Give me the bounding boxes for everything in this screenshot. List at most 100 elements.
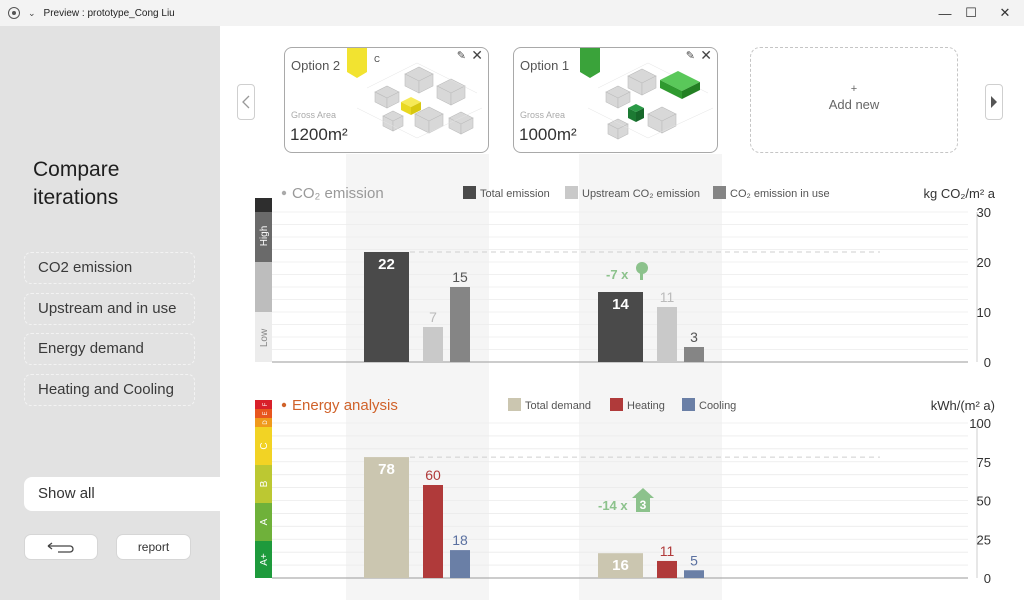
- unit-label: kg CO₂/m² a: [924, 186, 996, 201]
- energy-rating-segment: [255, 465, 272, 503]
- option-card-1[interactable]: Option 1 A ✎ ✕ Gross Area 1000m²: [513, 47, 718, 153]
- legend-label: Cooling: [699, 400, 736, 412]
- legend-swatch: [565, 186, 578, 199]
- energy-rating-label: F: [263, 402, 269, 406]
- back-arrow-icon: [47, 542, 74, 553]
- gross-area-value: 1200m²: [290, 125, 348, 144]
- maximize-button[interactable]: ☐: [965, 5, 977, 20]
- chevron-left-icon: [242, 95, 250, 109]
- sidebar-title: Compare iterations: [33, 158, 120, 209]
- y-tick-label: 0: [984, 355, 991, 370]
- scale-label-high: High: [259, 226, 270, 247]
- close-icon[interactable]: ✕: [471, 47, 483, 63]
- main-panel: Option 2 C ✎ ✕ Gross Area 1200m² Option: [220, 26, 1024, 600]
- next-arrow-button[interactable]: [985, 84, 1003, 120]
- scale-segment: [255, 312, 272, 362]
- bar-upstream-co-emission: [423, 327, 443, 362]
- unit-label: kWh/(m² a): [931, 398, 995, 413]
- rating-badge-letter: A: [607, 55, 613, 64]
- bar-value-label: 7: [429, 309, 437, 325]
- energy-rating-segment: [255, 409, 272, 418]
- sidebar-item-upstream-in-use[interactable]: Upstream and in use: [24, 293, 195, 325]
- title-bullet-icon: [281, 402, 287, 408]
- legend-swatch: [682, 398, 695, 411]
- bar-total-demand: [598, 553, 643, 578]
- add-new-label: Add new: [828, 97, 880, 112]
- sidebar-item-co2-emission[interactable]: CO2 emission: [24, 252, 195, 284]
- title-bullet-icon: [281, 190, 287, 196]
- gross-area-value: 1000m²: [519, 125, 577, 144]
- building-massing-image: [357, 62, 482, 139]
- app-icon[interactable]: [8, 7, 20, 19]
- show-all-button[interactable]: Show all: [24, 477, 220, 511]
- rating-badge-letter: C: [374, 55, 380, 64]
- legend-label: Total demand: [525, 400, 591, 412]
- tree-icon: [636, 262, 648, 274]
- report-button[interactable]: report: [116, 534, 191, 560]
- energy-rating-label: A: [259, 518, 270, 525]
- bar-value-label: 15: [452, 269, 468, 285]
- bar-value-label: 11: [660, 543, 675, 559]
- energy-rating-segment: [255, 503, 272, 541]
- add-new-button[interactable]: + Add new: [750, 47, 958, 153]
- pin-icon[interactable]: ✎: [456, 50, 466, 62]
- sidebar-item-heating-cooling[interactable]: Heating and Cooling: [24, 374, 195, 406]
- y-tick-label: 75: [977, 455, 991, 470]
- gross-area-label: Gross Area: [291, 110, 337, 120]
- scale-segment: [255, 212, 272, 262]
- bar-total-emission: [364, 252, 409, 362]
- legend-swatch: [610, 398, 623, 411]
- energy-rating-segment: [255, 541, 272, 578]
- y-tick-label: 10: [977, 305, 991, 320]
- y-tick-label: 30: [977, 205, 991, 220]
- energy-rating-label: B: [259, 480, 270, 487]
- legend-swatch: [713, 186, 726, 199]
- legend-label: CO₂ emission in use: [730, 188, 830, 200]
- close-icon[interactable]: ✕: [700, 47, 712, 63]
- prev-arrow-button[interactable]: [237, 84, 255, 120]
- highlighted-building: [628, 71, 700, 122]
- legend-label: Heating: [627, 400, 665, 412]
- sidebar: Compare iterations CO2 emission Upstream…: [0, 26, 220, 600]
- energy-rating-segment: [255, 418, 272, 427]
- bar-value-label: 18: [452, 532, 468, 548]
- bar-total-emission: [598, 292, 643, 362]
- sidebar-item-energy-demand[interactable]: Energy demand: [24, 333, 195, 365]
- rating-badge-shape: [580, 48, 600, 78]
- rating-badge-shape: [347, 48, 367, 78]
- scale-label-low: Low: [259, 328, 270, 347]
- house-icon: [632, 488, 654, 512]
- bar-value-label: 78: [378, 461, 395, 478]
- bar-value-label: 14: [612, 296, 629, 313]
- energy-rating-segment: [255, 427, 272, 465]
- option-1-column-band: [579, 154, 722, 600]
- close-window-button[interactable]: ✕: [999, 5, 1011, 20]
- bar-value-label: 16: [612, 557, 629, 574]
- annotation-label: -7 x: [606, 267, 629, 282]
- annotation-label: -14 x: [598, 498, 628, 513]
- chart-title: Energy analysis: [292, 397, 398, 414]
- legend-swatch: [463, 186, 476, 199]
- title-bar: ⌄ Preview : prototype_Cong Liu: [0, 0, 1024, 26]
- chevron-down-icon[interactable]: ⌄: [28, 7, 36, 18]
- bar-upstream-co-emission: [657, 307, 677, 362]
- pin-icon[interactable]: ✎: [685, 50, 695, 62]
- y-tick-label: 100: [969, 416, 991, 431]
- legend-label: Upstream CO₂ emission: [582, 188, 700, 200]
- energy-rating-label: C: [259, 442, 270, 449]
- play-right-icon: [991, 96, 997, 108]
- legend-swatch: [508, 398, 521, 411]
- y-tick-label: 20: [977, 255, 991, 270]
- option-card-2[interactable]: Option 2 C ✎ ✕ Gross Area 1200m²: [284, 47, 489, 153]
- minimize-button[interactable]: —: [938, 5, 952, 21]
- bar-value-label: 11: [660, 289, 675, 305]
- bar-co-emission-in-use: [450, 287, 470, 362]
- rating-badge: A: [580, 48, 613, 78]
- chart-title: CO₂ emission: [292, 185, 384, 202]
- bar-cooling: [450, 550, 470, 578]
- option-name: Option 1: [520, 58, 570, 73]
- plus-icon: +: [850, 83, 858, 95]
- bar-co-emission-in-use: [684, 347, 704, 362]
- back-button[interactable]: [24, 534, 98, 560]
